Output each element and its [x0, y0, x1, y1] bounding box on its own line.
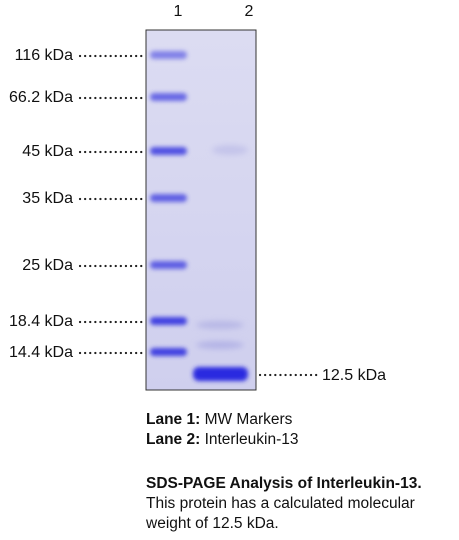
marker-label: 45 kDa: [22, 143, 73, 160]
legend: Lane 1: MW Markers Lane 2: Interleukin-1…: [146, 410, 299, 450]
marker-band: [150, 93, 187, 101]
marker-label: 116 kDa: [15, 47, 74, 64]
faint-band: [212, 145, 248, 155]
caption-line: weight of 12.5 kDa.: [146, 515, 279, 532]
lane-label: 1: [174, 3, 183, 20]
legend-text: MW Markers: [204, 411, 293, 428]
marker-label: 25 kDa: [22, 257, 73, 274]
marker-label: 14.4 kDa: [9, 344, 73, 361]
legend-item: Lane 2: Interleukin-13: [146, 430, 299, 450]
faint-band: [196, 341, 244, 349]
marker-band: [150, 348, 187, 356]
faint-band: [196, 321, 244, 329]
gel: [145, 29, 257, 391]
sample-band: [193, 367, 248, 381]
marker-band: [150, 261, 187, 269]
marker-band: [150, 317, 187, 325]
marker-label: 35 kDa: [22, 190, 73, 207]
sample-band-label: 12.5 kDa: [322, 367, 386, 384]
marker-label: 66.2 kDa: [9, 89, 73, 106]
marker-band: [150, 147, 187, 155]
marker-band: [150, 51, 187, 59]
gel-figure: 12.5 kDa 1 2 116 kDa 66.2 kDa 45 kDa 35 kDa 25…: [9, 3, 386, 391]
caption: SDS-PAGE Analysis of Interleukin-13. Thi…: [146, 474, 422, 534]
legend-label: Lane 1:: [146, 411, 201, 428]
legend-item: Lane 1: MW Markers: [146, 410, 299, 430]
legend-text: Interleukin-13: [204, 431, 299, 448]
caption-line: This protein has a calculated molecular: [146, 495, 415, 512]
legend-label: Lane 2:: [146, 431, 201, 448]
lane-label: 2: [245, 3, 254, 20]
marker-label: 18.4 kDa: [9, 313, 73, 330]
marker-band: [150, 194, 187, 202]
caption-title: SDS-PAGE Analysis of Interleukin-13.: [146, 475, 422, 492]
